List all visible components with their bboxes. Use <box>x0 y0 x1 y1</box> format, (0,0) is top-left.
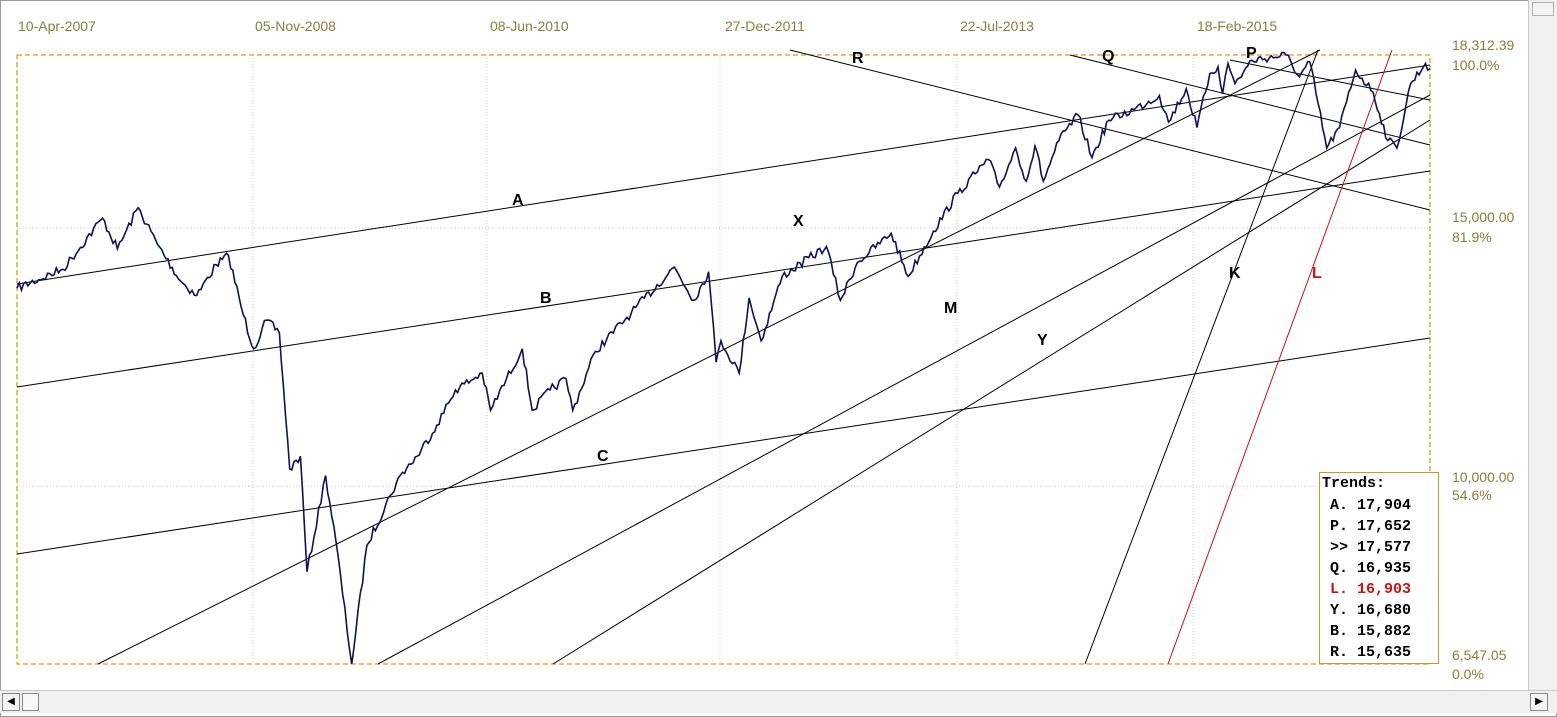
trends-title: Trends: <box>1322 475 1386 492</box>
trendline-label-a: A <box>512 192 524 209</box>
trendline-c <box>16 337 1431 555</box>
trend-row: L. 16,903 <box>1330 581 1412 598</box>
y-tick-value: 15,000.00 <box>1452 209 1514 225</box>
x-tick-label: 27-Dec-2011 <box>725 18 805 34</box>
trendline-a <box>16 64 1431 285</box>
trendlines <box>16 49 1431 665</box>
trendline-label-y: Y <box>1037 332 1048 349</box>
x-tick-label: 18-Feb-2015 <box>1197 18 1277 34</box>
y-tick-percent: 81.9% <box>1452 229 1492 245</box>
y-tick-value: 6,547.05 <box>1452 647 1507 663</box>
x-tick-label: 10-Apr-2007 <box>18 18 96 34</box>
trendline-label-l: L <box>1312 265 1322 282</box>
plot-frame <box>16 54 1431 665</box>
y-tick-percent: 54.6% <box>1452 487 1492 503</box>
y-tick-value: 10,000.00 <box>1452 469 1514 485</box>
trendline-l <box>1167 49 1393 665</box>
trendline-m <box>377 94 1431 665</box>
trendline-p <box>1229 59 1431 101</box>
x-axis-ticks: 10-Apr-2007 05-Nov-2008 08-Jun-2010 27-Dec-… <box>18 18 1277 34</box>
y-axis-ticks: 18,312.39 100.0% 15,000.00 81.9% 10,000.00 54… <box>1452 37 1514 682</box>
x-tick-label: 05-Nov-2008 <box>255 18 336 34</box>
trend-row: P. 17,652 <box>1330 518 1412 535</box>
trend-row: B. 15,882 <box>1330 623 1412 640</box>
trend-row: A. 17,904 <box>1330 497 1412 514</box>
trendline-label-k: K <box>1229 265 1241 282</box>
y-tick-percent: 100.0% <box>1452 57 1499 73</box>
trendline-label-m: M <box>944 300 957 317</box>
trendline-label-b: B <box>540 290 552 307</box>
trends-rows: A. 17,904 P. 17,652 >> 17,577 Q. 16,935 L. 1… <box>1322 495 1438 663</box>
price-line <box>16 51 1431 665</box>
trendline-label-c: C <box>597 448 609 465</box>
trendline-q <box>1069 54 1431 146</box>
x-tick-label: 22-Jul-2013 <box>960 18 1034 34</box>
trendline-label-q: Q <box>1102 48 1114 65</box>
scroll-left-button[interactable]: ◀ <box>2 693 20 711</box>
trendline-x <box>97 49 1321 665</box>
trendline-labels: A B C X M Y R Q P K L <box>512 45 1322 465</box>
scroll-up-button[interactable] <box>1532 2 1554 16</box>
chart-grid <box>17 55 1430 664</box>
scroll-right-button[interactable]: ▶ <box>1530 693 1548 711</box>
y-tick-value: 18,312.39 <box>1452 37 1514 53</box>
trend-row: Y. 16,680 <box>1330 602 1412 619</box>
trend-row: Q. 16,935 <box>1330 560 1412 577</box>
scroll-thumb[interactable] <box>22 693 39 711</box>
y-tick-percent: 0.0% <box>1452 666 1484 682</box>
trendline-k <box>1084 49 1319 665</box>
vertical-scrollbar[interactable] <box>1528 0 1557 690</box>
trendline-label-p: P <box>1246 45 1257 62</box>
trendline-b <box>16 170 1431 388</box>
trend-row: >> 17,577 <box>1330 539 1412 556</box>
trend-row: R. 15,635 <box>1330 644 1412 661</box>
trends-box: Trends: A. 17,904 P. 17,652 >> 17,577 Q. 16… <box>1319 472 1439 664</box>
trendline-label-r: R <box>852 50 864 67</box>
trendline-r <box>789 49 1431 211</box>
trendline-label-x: X <box>793 213 804 230</box>
horizontal-scrollbar[interactable]: ◀ ▶ <box>0 690 1557 713</box>
x-tick-label: 08-Jun-2010 <box>490 18 569 34</box>
trendline-y <box>552 119 1431 665</box>
